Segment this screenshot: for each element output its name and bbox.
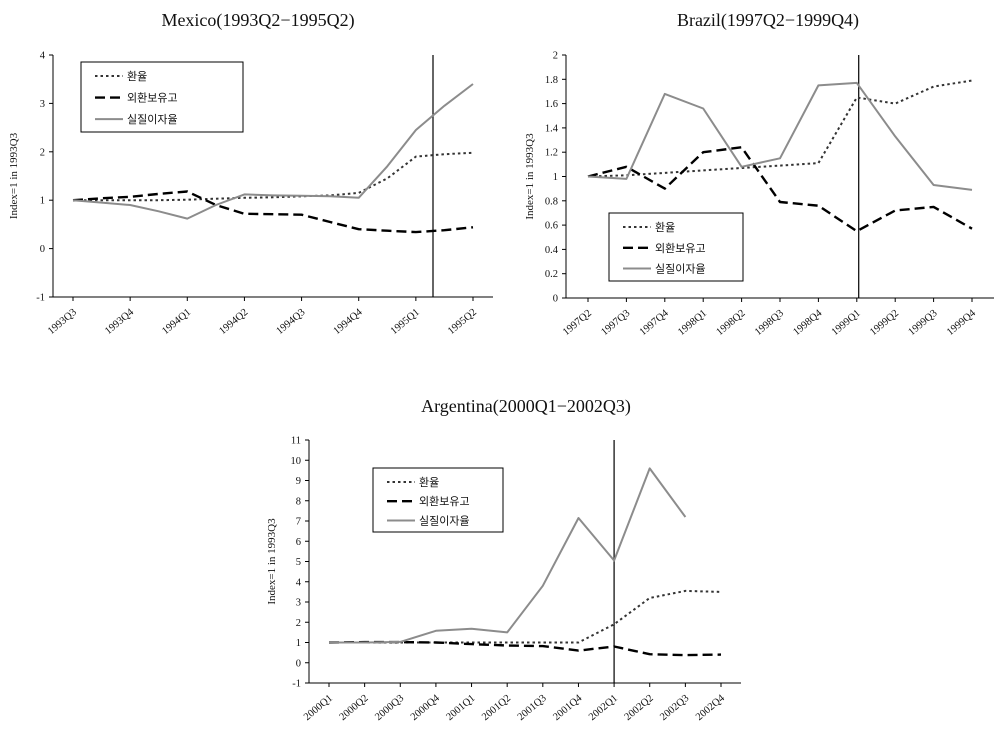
chart-title: Argentina(2000Q1−2002Q3) bbox=[421, 396, 631, 417]
x-tick-label: 2002Q2 bbox=[623, 693, 656, 723]
x-tick-label: 1999Q2 bbox=[868, 308, 901, 338]
legend-label: 환율 bbox=[127, 70, 147, 83]
legend-label: 환율 bbox=[655, 221, 675, 234]
y-tick-label: 0.2 bbox=[545, 269, 558, 280]
y-tick-label: 3 bbox=[40, 99, 45, 110]
y-axis-label: Index=1 in 1993Q3 bbox=[524, 133, 536, 220]
y-tick-label: 3 bbox=[296, 598, 301, 609]
chart-title: Brazil(1997Q2−1999Q4) bbox=[677, 10, 859, 31]
x-tick-label: 1995Q1 bbox=[389, 307, 422, 337]
series-line-fx-reserves bbox=[72, 190, 474, 234]
x-tick-label: 2002Q3 bbox=[658, 693, 691, 723]
y-tick-label: 1.4 bbox=[545, 123, 559, 134]
series-line-fx-reserves bbox=[587, 146, 973, 233]
x-tick-label: 1998Q1 bbox=[676, 308, 709, 338]
x-tick-label: 1994Q3 bbox=[275, 307, 308, 337]
x-tick-label: 2001Q2 bbox=[480, 693, 513, 723]
legend-label: 외환보유고 bbox=[655, 242, 706, 255]
x-tick-label: 1997Q2 bbox=[561, 308, 594, 338]
y-tick-label: 0 bbox=[553, 294, 558, 305]
x-tick-label: 1994Q1 bbox=[160, 307, 193, 337]
x-tick-label: 1998Q3 bbox=[753, 308, 786, 338]
x-tick-label: 1993Q4 bbox=[103, 306, 137, 337]
y-tick-label: 4 bbox=[40, 51, 46, 62]
y-tick-label: 1.8 bbox=[545, 75, 558, 86]
y-tick-label: 6 bbox=[296, 537, 301, 548]
series-line-real-interest-rate bbox=[329, 467, 687, 644]
y-tick-label: 0.8 bbox=[545, 196, 558, 207]
x-tick-label: 2001Q4 bbox=[551, 692, 585, 723]
series-line-exchange-rate bbox=[73, 151, 474, 202]
series-line-real-interest-rate bbox=[587, 81, 973, 191]
y-tick-label: 4 bbox=[296, 577, 302, 588]
x-tick-label: 2000Q1 bbox=[302, 693, 335, 723]
y-tick-label: 11 bbox=[291, 436, 301, 447]
x-tick-label: 1998Q2 bbox=[715, 308, 748, 338]
legend-box bbox=[80, 61, 244, 133]
y-tick-label: 2 bbox=[40, 147, 45, 158]
x-tick-label: 1997Q4 bbox=[638, 307, 672, 338]
y-tick-label: 2 bbox=[296, 618, 301, 629]
y-tick-label: 1 bbox=[40, 196, 45, 207]
y-tick-label: 7 bbox=[296, 517, 301, 528]
y-tick-label: 0.4 bbox=[545, 245, 559, 256]
chart-brazil: Brazil(1997Q2−1999Q4) 0 0.2 0.4 0.6 0.8 1 1.2 1.… bbox=[524, 10, 994, 338]
y-tick-label: 1.2 bbox=[545, 148, 558, 159]
x-tick-label: 1994Q2 bbox=[217, 307, 250, 337]
x-tick-label: 1997Q3 bbox=[599, 308, 632, 338]
x-tick-label: 1998Q4 bbox=[791, 307, 825, 338]
x-tick-label: 1993Q3 bbox=[46, 307, 79, 337]
y-tick-label: 9 bbox=[296, 476, 301, 487]
y-tick-label: 10 bbox=[291, 456, 302, 467]
y-tick-label: 0.6 bbox=[545, 221, 558, 232]
y-axis-label: Index=1 in 1993Q3 bbox=[266, 518, 278, 605]
x-tick-label: 1994Q4 bbox=[332, 306, 366, 337]
x-tick-label: 2000Q2 bbox=[338, 693, 371, 723]
x-tick-label: 2000Q3 bbox=[373, 693, 406, 723]
x-tick-label: 2001Q3 bbox=[516, 693, 549, 723]
chart-argentina: Argentina(2000Q1−2002Q3) -1 0 1 2 3 4 5 6 7 8 9 10 11… bbox=[266, 396, 741, 723]
y-tick-label: 5 bbox=[296, 557, 301, 568]
x-tick-label: 1995Q2 bbox=[446, 307, 479, 337]
y-tick-label: -1 bbox=[292, 679, 301, 690]
chart-title: Mexico(1993Q2−1995Q2) bbox=[161, 10, 354, 31]
series-line-exchange-rate bbox=[587, 79, 973, 178]
y-tick-label: 1.6 bbox=[545, 99, 558, 110]
legend-label: 환율 bbox=[419, 476, 439, 489]
y-tick-label: -1 bbox=[36, 293, 45, 304]
chart-mexico: Mexico(1993Q2−1995Q2) -1 0 1 2 3 4 Index=1 in 1… bbox=[8, 10, 493, 337]
x-tick-label: 2000Q4 bbox=[409, 692, 443, 723]
y-tick-label: 0 bbox=[296, 658, 301, 669]
y-tick-label: 1 bbox=[296, 638, 301, 649]
legend-label: 외환보유고 bbox=[127, 92, 178, 105]
y-tick-label: 1 bbox=[553, 172, 558, 183]
x-tick-label: 2002Q4 bbox=[694, 692, 728, 723]
y-tick-label: 8 bbox=[296, 496, 301, 507]
y-axis-label: Index=1 in 1993Q3 bbox=[8, 132, 20, 219]
x-tick-label: 2002Q1 bbox=[587, 693, 620, 723]
series-line-exchange-rate bbox=[329, 589, 722, 644]
series-line-fx-reserves bbox=[328, 640, 722, 657]
series-line-real-interest-rate bbox=[72, 83, 474, 220]
x-tick-label: 1999Q1 bbox=[830, 308, 863, 338]
legend-label: 실질이자율 bbox=[127, 113, 178, 126]
x-tick-label: 2001Q1 bbox=[444, 693, 477, 723]
legend-label: 실질이자율 bbox=[419, 514, 470, 527]
x-tick-label: 1999Q4 bbox=[945, 307, 979, 338]
legend-label: 외환보유고 bbox=[419, 495, 470, 508]
y-tick-label: 0 bbox=[40, 244, 45, 255]
legend-label: 실질이자율 bbox=[655, 263, 706, 276]
x-tick-label: 1999Q3 bbox=[907, 308, 940, 338]
y-tick-label: 2 bbox=[553, 51, 558, 62]
